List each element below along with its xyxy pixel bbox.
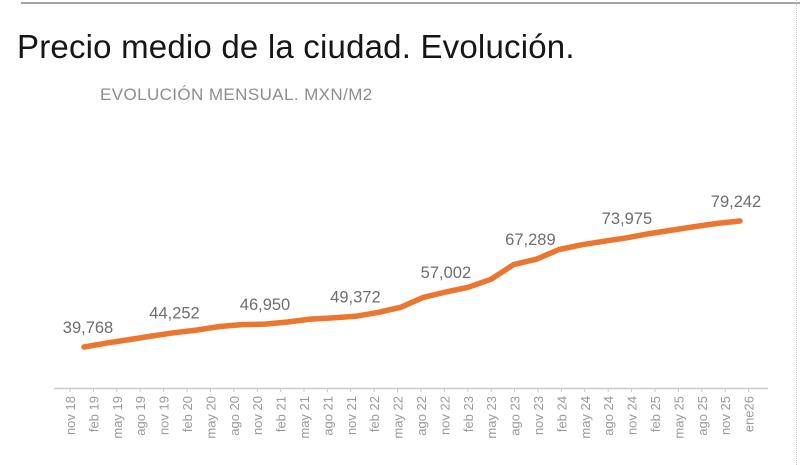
svg-text:ago 23: ago 23 [508, 396, 523, 436]
svg-text:may 21: may 21 [297, 396, 312, 439]
svg-text:may 19: may 19 [110, 396, 125, 439]
svg-text:nov 21: nov 21 [344, 396, 359, 435]
svg-text:nov 20: nov 20 [250, 396, 265, 435]
chart-subtitle: EVOLUCIÓN MENSUAL. MXN/M2 [100, 85, 373, 104]
svg-text:nov 19: nov 19 [157, 396, 172, 435]
svg-text:feb 20: feb 20 [180, 396, 195, 432]
svg-text:nov 25: nov 25 [718, 396, 733, 435]
svg-text:may 24: may 24 [578, 396, 593, 439]
svg-text:39,768: 39,768 [63, 319, 113, 337]
svg-text:may 25: may 25 [671, 396, 686, 439]
svg-text:may 23: may 23 [484, 396, 499, 439]
svg-text:57,002: 57,002 [421, 264, 471, 282]
svg-text:nov 23: nov 23 [531, 396, 546, 435]
page-title: Precio medio de la ciudad. Evolución. [17, 28, 575, 65]
svg-text:ene26: ene26 [742, 396, 757, 432]
svg-text:67,289: 67,289 [505, 231, 555, 249]
top-divider-line [21, 2, 800, 4]
svg-text:44,252: 44,252 [149, 305, 199, 323]
svg-text:feb 24: feb 24 [554, 396, 569, 432]
svg-text:feb 21: feb 21 [274, 396, 289, 432]
svg-text:ago 24: ago 24 [601, 396, 616, 436]
svg-text:feb 25: feb 25 [648, 396, 663, 432]
svg-text:ago 21: ago 21 [320, 396, 335, 436]
svg-text:49,372: 49,372 [330, 288, 380, 306]
svg-text:ago 22: ago 22 [414, 396, 429, 436]
svg-text:ago 20: ago 20 [227, 396, 242, 436]
svg-text:feb 23: feb 23 [461, 396, 476, 432]
svg-text:73,975: 73,975 [602, 210, 652, 228]
svg-text:feb 19: feb 19 [86, 396, 101, 432]
svg-text:may 20: may 20 [203, 396, 218, 439]
svg-text:nov 24: nov 24 [625, 396, 640, 435]
svg-text:79,242: 79,242 [711, 193, 761, 211]
svg-text:nov 18: nov 18 [63, 396, 78, 435]
svg-text:ago 19: ago 19 [133, 396, 148, 436]
svg-text:feb 22: feb 22 [367, 396, 382, 432]
svg-text:nov 22: nov 22 [437, 396, 452, 435]
svg-text:46,950: 46,950 [240, 296, 290, 314]
svg-text:ago 25: ago 25 [695, 396, 710, 436]
right-edge-dotted-line [796, 0, 797, 465]
svg-text:may 22: may 22 [391, 396, 406, 439]
